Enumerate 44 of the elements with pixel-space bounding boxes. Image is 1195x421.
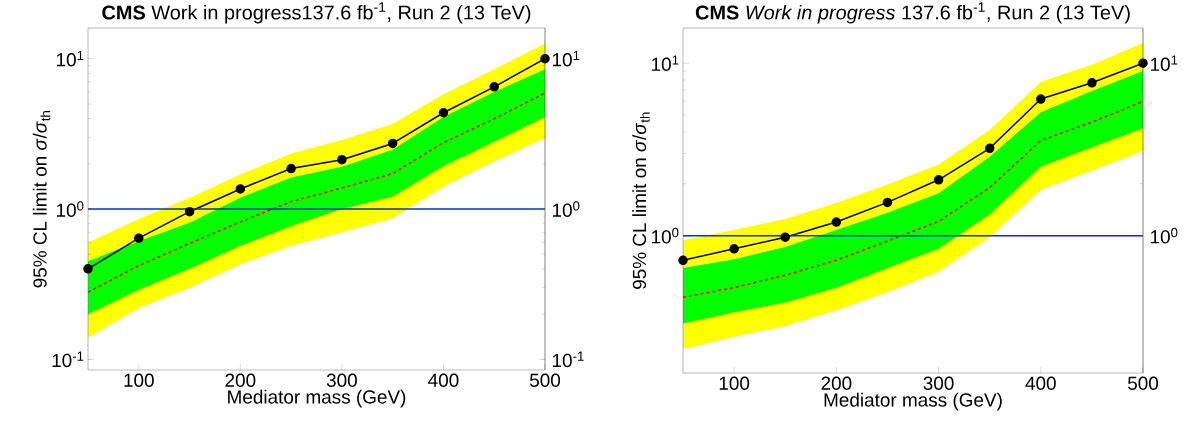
point: [286, 163, 296, 174]
point: [184, 206, 195, 217]
x-tick-label: 200: [821, 376, 852, 390]
text: 10$^{1}$: [1150, 55, 1178, 71]
text: 10$^{0}$: [552, 201, 580, 217]
x-axis-title: Mediator mass (GeV): [824, 392, 1002, 411]
line-series: [683, 100, 1144, 298]
x-tick-label: 300: [326, 373, 357, 387]
x-tick-label: 100: [124, 373, 154, 387]
y-tick-label: 10$^{0}$: [57, 201, 84, 217]
x-axis-title: Mediator mass (GeV): [228, 389, 406, 408]
point: [831, 217, 842, 227]
point: [729, 244, 739, 254]
point: [1036, 94, 1046, 104]
point: [1087, 78, 1097, 88]
point: [387, 138, 398, 149]
x-tick-label: 200: [225, 373, 256, 387]
point: [489, 82, 499, 92]
point: [933, 175, 944, 185]
x-tick-label: 500: [1127, 376, 1159, 390]
x-tick-label: 400: [1025, 376, 1056, 390]
x-tick-label: 100: [719, 376, 750, 390]
point: [882, 197, 893, 208]
y-tick-label: 10$^{1}$: [57, 50, 84, 67]
y-axis-title: 95% CL limit on σ/σ$_{th}$: [32, 111, 51, 288]
point: [438, 107, 449, 118]
text: 10$^{1}$: [552, 50, 580, 67]
text: 10$^{-1}$: [552, 351, 584, 368]
y-axis-title: 95% CL limit on σ/σ$_{th}$: [632, 112, 650, 289]
x-tick-label: 300: [923, 376, 954, 390]
point: [235, 184, 246, 194]
x-tick-label: 500: [529, 373, 561, 387]
point: [83, 264, 93, 274]
chart-title: CMS Work in progress 137.6 fb$^{-1}$, Run 2 (13 TeV): [695, 2, 1130, 24]
x-tick-label: 400: [428, 373, 459, 387]
point: [337, 154, 347, 165]
chart-title: CMS Work in progress137.6 fb$^{-1}$, Run 2 (13 TeV): [102, 2, 531, 24]
text: 10$^{0}$: [1150, 227, 1178, 244]
y-tick-label: 10$^{-1}$: [52, 351, 84, 368]
point: [984, 143, 995, 154]
point: [780, 232, 790, 242]
point: [678, 255, 688, 266]
point: [134, 233, 144, 243]
line-series: [88, 92, 545, 293]
